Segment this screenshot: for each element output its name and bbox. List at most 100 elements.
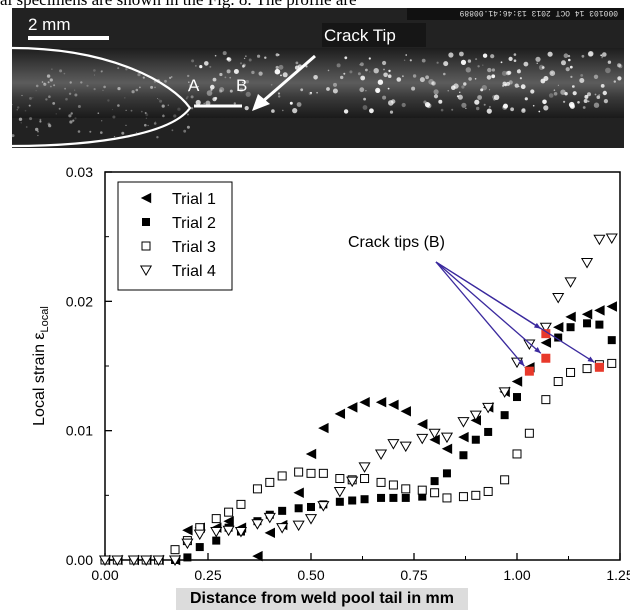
crack-tip-point [541,329,551,339]
point-trial-2 [500,411,509,420]
point-trial-1 [359,397,370,408]
point-trial-4 [498,387,511,398]
point-trial-1 [429,434,440,445]
point-trial-2 [442,469,451,478]
point-trial-4 [152,555,165,566]
point-trial-1 [441,443,453,454]
point-trial-2 [566,323,575,332]
point-trial-1 [388,399,399,410]
crack-tip-annotation: Crack tips (B) [348,234,595,367]
point-trial-2 [236,527,245,536]
point-trial-4 [193,529,206,541]
y-axis-label: Local strain εLocal [31,306,51,426]
point-trial-4 [387,439,400,450]
weld-pool-outline [12,46,192,148]
point-trial-2 [171,556,180,564]
point-trial-1 [417,419,428,430]
annotation-arrow [435,261,525,367]
axis-ticks: 0.00 0.25 0.50 0.75 1.00 1.25 0.00 0.01 0.02 0.03 [66,164,630,583]
point-trial-2 [265,510,274,519]
point-trial-2 [101,556,109,564]
x-tick-label: 0.25 [194,567,221,583]
point-trial-4 [317,501,330,512]
point-trial-1 [99,554,111,566]
y-tick-label: 0.03 [66,164,93,180]
point-trial-2 [154,556,163,564]
crack-tips-label: Crack tips (B) [348,234,445,251]
point-trial-2 [389,493,398,502]
point-trial-2 [253,517,262,526]
point-trial-4 [552,292,565,304]
point-trial-3 [541,395,551,405]
point-trial-3 [553,377,563,387]
point-trial-1 [499,386,510,398]
annotation-arrowhead [533,322,541,329]
legend-marker-trial-3 [141,241,151,251]
point-trial-3 [417,485,427,495]
point-trial-1 [223,516,234,527]
crack-tip-point [524,366,534,376]
point-trial-3 [401,484,411,494]
point-trial-1 [553,322,564,333]
point-trial-4 [292,520,305,532]
point-trial-3 [211,514,221,524]
scale-bar-label: 2 mm [28,15,71,34]
point-trial-3 [224,507,234,517]
point-trial-3 [594,360,604,370]
point-trial-3 [294,467,304,477]
annotation-arrow [435,261,542,330]
point-trial-2 [401,493,410,502]
point-trial-4 [181,538,194,550]
caption-fragment: al specimens are shown in the Fig. 8. Th… [0,0,630,8]
point-trial-2 [335,497,344,506]
point-trial-4 [593,234,606,246]
x-axis-label: Distance from weld pool tail in mm [189,590,455,607]
point-trial-3 [347,475,357,485]
point-trial-4 [416,433,429,445]
point-trial-4 [127,555,140,566]
point-trial-3 [512,449,522,459]
point-trial-3 [170,545,180,555]
point-trial-4 [510,357,524,369]
point-trial-4 [333,486,346,498]
point-trial-2 [224,523,233,532]
point-trial-2 [377,493,386,502]
annotation-arrowhead [534,346,541,354]
crack-tip-point [541,353,551,363]
point-trial-3 [607,358,617,368]
point-trial-4 [346,476,359,488]
point-trial-2 [418,492,427,501]
point-trial-3 [306,468,316,478]
annotation-arrowhead [518,359,525,367]
point-trial-2 [113,556,122,564]
crack-tip-label: Crack Tip [324,26,396,45]
point-trial-2 [319,500,328,509]
point-trial-2 [525,367,534,376]
crack-tip-arrowhead [252,94,270,111]
point-trial-4 [469,410,482,422]
timestamp-overlay: 000103 14 OCT 2013 13:46:41.00889 [459,8,618,17]
point-trial-1 [400,406,411,417]
point-trial-4 [251,519,264,530]
point-trial-2 [195,543,204,552]
x-tick-label: 0.50 [297,567,324,583]
point-trial-1 [194,522,205,533]
point-trial-3 [471,490,481,500]
legend-label-trial-4: Trial 4 [172,263,216,280]
point-trial-1 [211,522,222,533]
point-trial-2 [348,496,357,505]
point-trial-3 [388,480,398,490]
point-trial-3 [141,555,151,565]
y-tick-label: 0.00 [66,552,93,568]
weld-micrograph: 000103 14 OCT 2013 13:46:41.00889 2 mm C… [12,8,624,148]
crack-tip-point [594,362,604,372]
point-trial-1 [482,402,494,413]
annotation-arrow [435,261,542,354]
point-trial-2 [360,495,369,504]
point-trial-4 [358,462,371,473]
annotation-arrowhead [587,356,595,363]
point-trial-3 [566,367,576,377]
point-trial-3 [376,477,386,487]
point-trial-4 [276,523,289,534]
point-trial-3 [430,488,440,498]
